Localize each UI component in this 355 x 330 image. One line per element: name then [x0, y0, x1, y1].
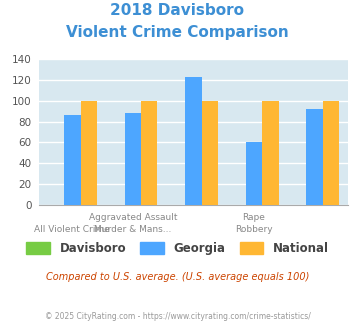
Text: © 2025 CityRating.com - https://www.cityrating.com/crime-statistics/: © 2025 CityRating.com - https://www.city… [45, 312, 310, 321]
Bar [81, 101, 97, 205]
Text: All Violent Crime: All Violent Crime [34, 225, 110, 234]
Bar [323, 101, 339, 205]
Text: Murder & Mans...: Murder & Mans... [94, 225, 171, 234]
Bar [125, 113, 141, 205]
Text: Aggravated Assault: Aggravated Assault [89, 213, 177, 222]
Bar [141, 101, 158, 205]
Bar [64, 115, 81, 205]
Bar [246, 142, 262, 205]
Bar [185, 77, 202, 205]
Text: Compared to U.S. average. (U.S. average equals 100): Compared to U.S. average. (U.S. average … [46, 272, 309, 282]
Text: Violent Crime Comparison: Violent Crime Comparison [66, 25, 289, 40]
Text: Robbery: Robbery [235, 225, 273, 234]
Text: 2018 Davisboro: 2018 Davisboro [110, 3, 245, 18]
Bar [306, 109, 323, 205]
Bar [202, 101, 218, 205]
Text: Rape: Rape [242, 213, 266, 222]
Bar [262, 101, 279, 205]
Legend: Davisboro, Georgia, National: Davisboro, Georgia, National [26, 242, 329, 255]
